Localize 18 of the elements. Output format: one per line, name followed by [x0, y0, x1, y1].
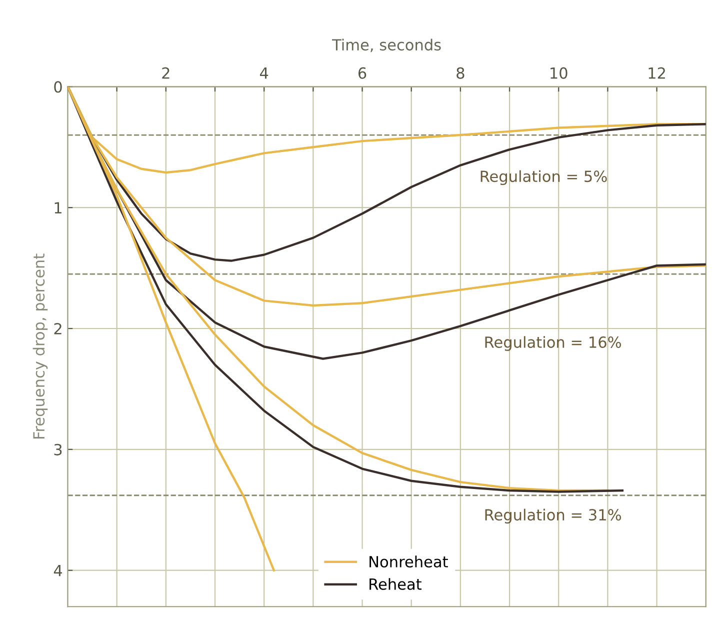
x-tick-label: 4 [260, 67, 268, 79]
x-tick-label: 2 [162, 67, 170, 79]
y-tick-label: 2 [54, 322, 62, 334]
y-tick-label: 4 [54, 565, 62, 576]
x-tick-label: 12 [648, 67, 665, 79]
annotation: Regulation = 16% [485, 336, 622, 351]
legend-label: Nonreheat [370, 556, 448, 568]
y-tick-label: 1 [54, 202, 62, 214]
x-tick-label: 6 [358, 67, 366, 79]
annotation: Regulation = 5% [480, 170, 607, 186]
x-axis-title: Time, seconds [332, 38, 441, 52]
x-tick-label: 10 [550, 67, 568, 79]
x-tick-label: 8 [456, 67, 464, 79]
y-tick-label: 3 [54, 444, 62, 456]
legend-label: Reheat [370, 578, 422, 590]
y-axis-title: Frequency drop, percent [32, 254, 48, 438]
annotation: Regulation = 31% [485, 508, 622, 524]
y-tick-label: 0 [54, 81, 62, 93]
